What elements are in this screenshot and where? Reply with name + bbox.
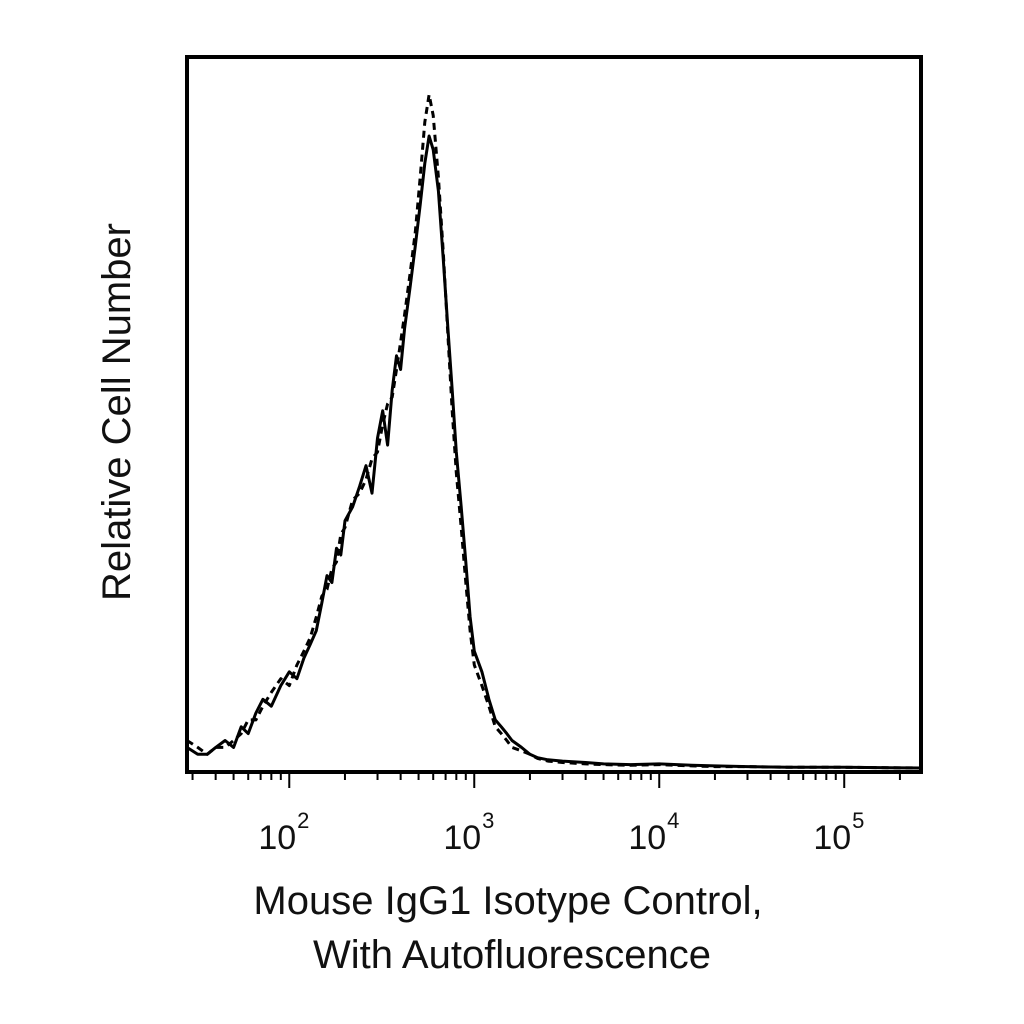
series-line-dashed <box>186 93 922 770</box>
x-tick-label: 10 <box>813 819 851 857</box>
x-axis-label-line-2: With Autofluorescence <box>313 933 711 977</box>
x-tick-exponent: 4 <box>667 808 679 833</box>
x-tick-exponent: 2 <box>297 808 309 833</box>
x-tick-exponent: 3 <box>482 808 494 833</box>
x-tick-label: 10 <box>443 819 481 857</box>
x-axis-label-line-1: Mouse IgG1 Isotype Control, <box>253 879 762 923</box>
series-layer <box>186 93 922 770</box>
y-axis-label-group: Relative Cell Number <box>95 223 139 601</box>
x-tick-label: 10 <box>628 819 666 857</box>
series-line-solid <box>186 134 922 770</box>
x-axis-ticks: 10 2 10 3 10 4 10 5 <box>191 772 901 857</box>
x-tick-exponent: 5 <box>852 808 864 833</box>
plot-frame <box>185 55 923 774</box>
x-tick-label: 10 <box>258 819 296 857</box>
y-axis-label: Relative Cell Number <box>95 223 139 601</box>
